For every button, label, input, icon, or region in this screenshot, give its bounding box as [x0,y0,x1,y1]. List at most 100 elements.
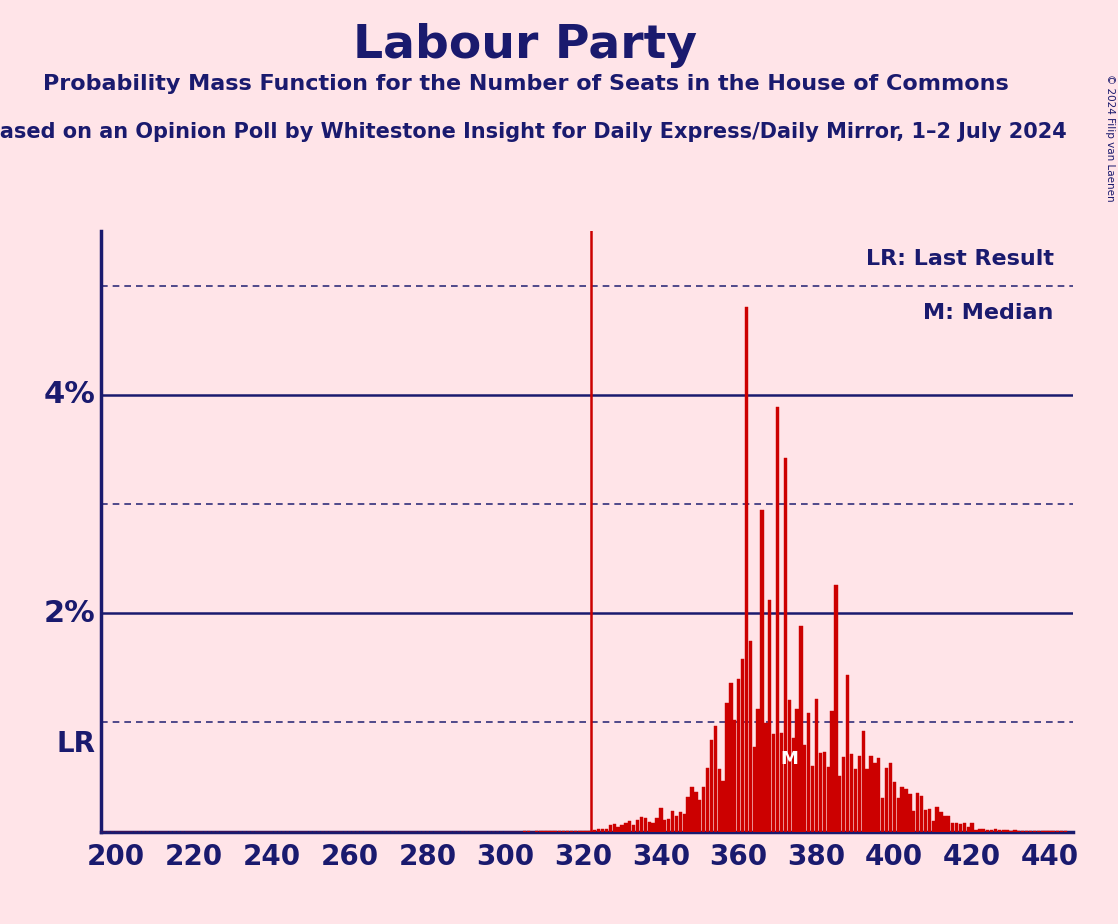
Bar [831,711,834,832]
Bar [846,675,850,832]
Bar [613,824,616,832]
Bar [718,769,721,832]
Bar [705,769,709,832]
Bar [944,816,947,832]
Bar [865,769,869,832]
Bar [889,763,892,832]
Bar [986,830,989,832]
Bar [597,830,600,832]
Bar [773,734,776,832]
Bar [878,759,880,832]
Bar [729,683,732,832]
Bar [799,626,803,832]
Bar [628,821,632,832]
Text: Labour Party: Labour Party [353,23,698,68]
Bar [978,829,982,832]
Bar [620,825,624,832]
Bar [975,830,977,832]
Bar [994,829,997,832]
Bar [997,831,1001,832]
Bar [967,827,970,832]
Bar [908,795,911,832]
Bar [947,816,950,832]
Bar [639,817,643,832]
Bar [686,796,690,832]
Bar [923,810,927,832]
Bar [811,766,814,832]
Bar [931,821,935,832]
Text: 2%: 2% [44,599,96,627]
Text: © 2024 Filip van Laenen: © 2024 Filip van Laenen [1106,74,1115,201]
Bar [897,797,900,832]
Bar [745,308,748,832]
Text: 4%: 4% [44,381,96,409]
Bar [807,712,811,832]
Bar [671,810,674,832]
Bar [989,830,993,832]
Bar [826,767,830,832]
Bar [667,820,671,832]
Bar [776,407,779,832]
Bar [982,829,985,832]
Bar [842,758,845,832]
Bar [721,781,724,832]
Bar [912,811,916,832]
Text: LR: Last Result: LR: Last Result [865,249,1054,269]
Bar [1005,830,1008,832]
Bar [862,731,865,832]
Bar [726,703,729,832]
Bar [838,776,842,832]
Bar [823,752,826,832]
Text: LR: LR [57,730,96,759]
Bar [970,822,974,832]
Bar [675,816,679,832]
Bar [600,829,604,832]
Bar [892,782,896,832]
Bar [884,768,888,832]
Bar [900,787,903,832]
Bar [733,721,737,832]
Bar [795,710,798,832]
Bar [702,787,705,832]
Text: M: M [780,750,798,769]
Bar [834,585,837,832]
Bar [959,824,963,832]
Bar [683,814,685,832]
Bar [873,763,877,832]
Bar [916,793,919,832]
Bar [780,733,783,832]
Bar [939,811,942,832]
Bar [741,659,745,832]
Bar [757,709,760,832]
Bar [593,831,596,832]
Bar [936,807,939,832]
Bar [679,812,682,832]
Bar [644,819,647,832]
Bar [1013,831,1016,832]
Bar [768,601,771,832]
Bar [760,510,764,832]
Bar [647,822,651,832]
Bar [652,822,655,832]
Bar [616,827,619,832]
Bar [904,789,908,832]
Bar [605,829,608,832]
Text: M: Median: M: Median [923,303,1054,323]
Bar [951,823,955,832]
Bar [632,825,635,832]
Bar [690,787,693,832]
Bar [663,820,666,832]
Bar [792,738,795,832]
Bar [710,740,713,832]
Bar [698,800,701,832]
Bar [928,809,931,832]
Bar [854,769,858,832]
Bar [713,726,717,832]
Bar [881,797,884,832]
Bar [737,678,740,832]
Bar [1002,830,1005,832]
Text: Based on an Opinion Poll by Whitestone Insight for Daily Express/Daily Mirror, 1: Based on an Opinion Poll by Whitestone I… [0,122,1067,142]
Bar [694,793,698,832]
Bar [765,723,768,832]
Bar [586,831,588,832]
